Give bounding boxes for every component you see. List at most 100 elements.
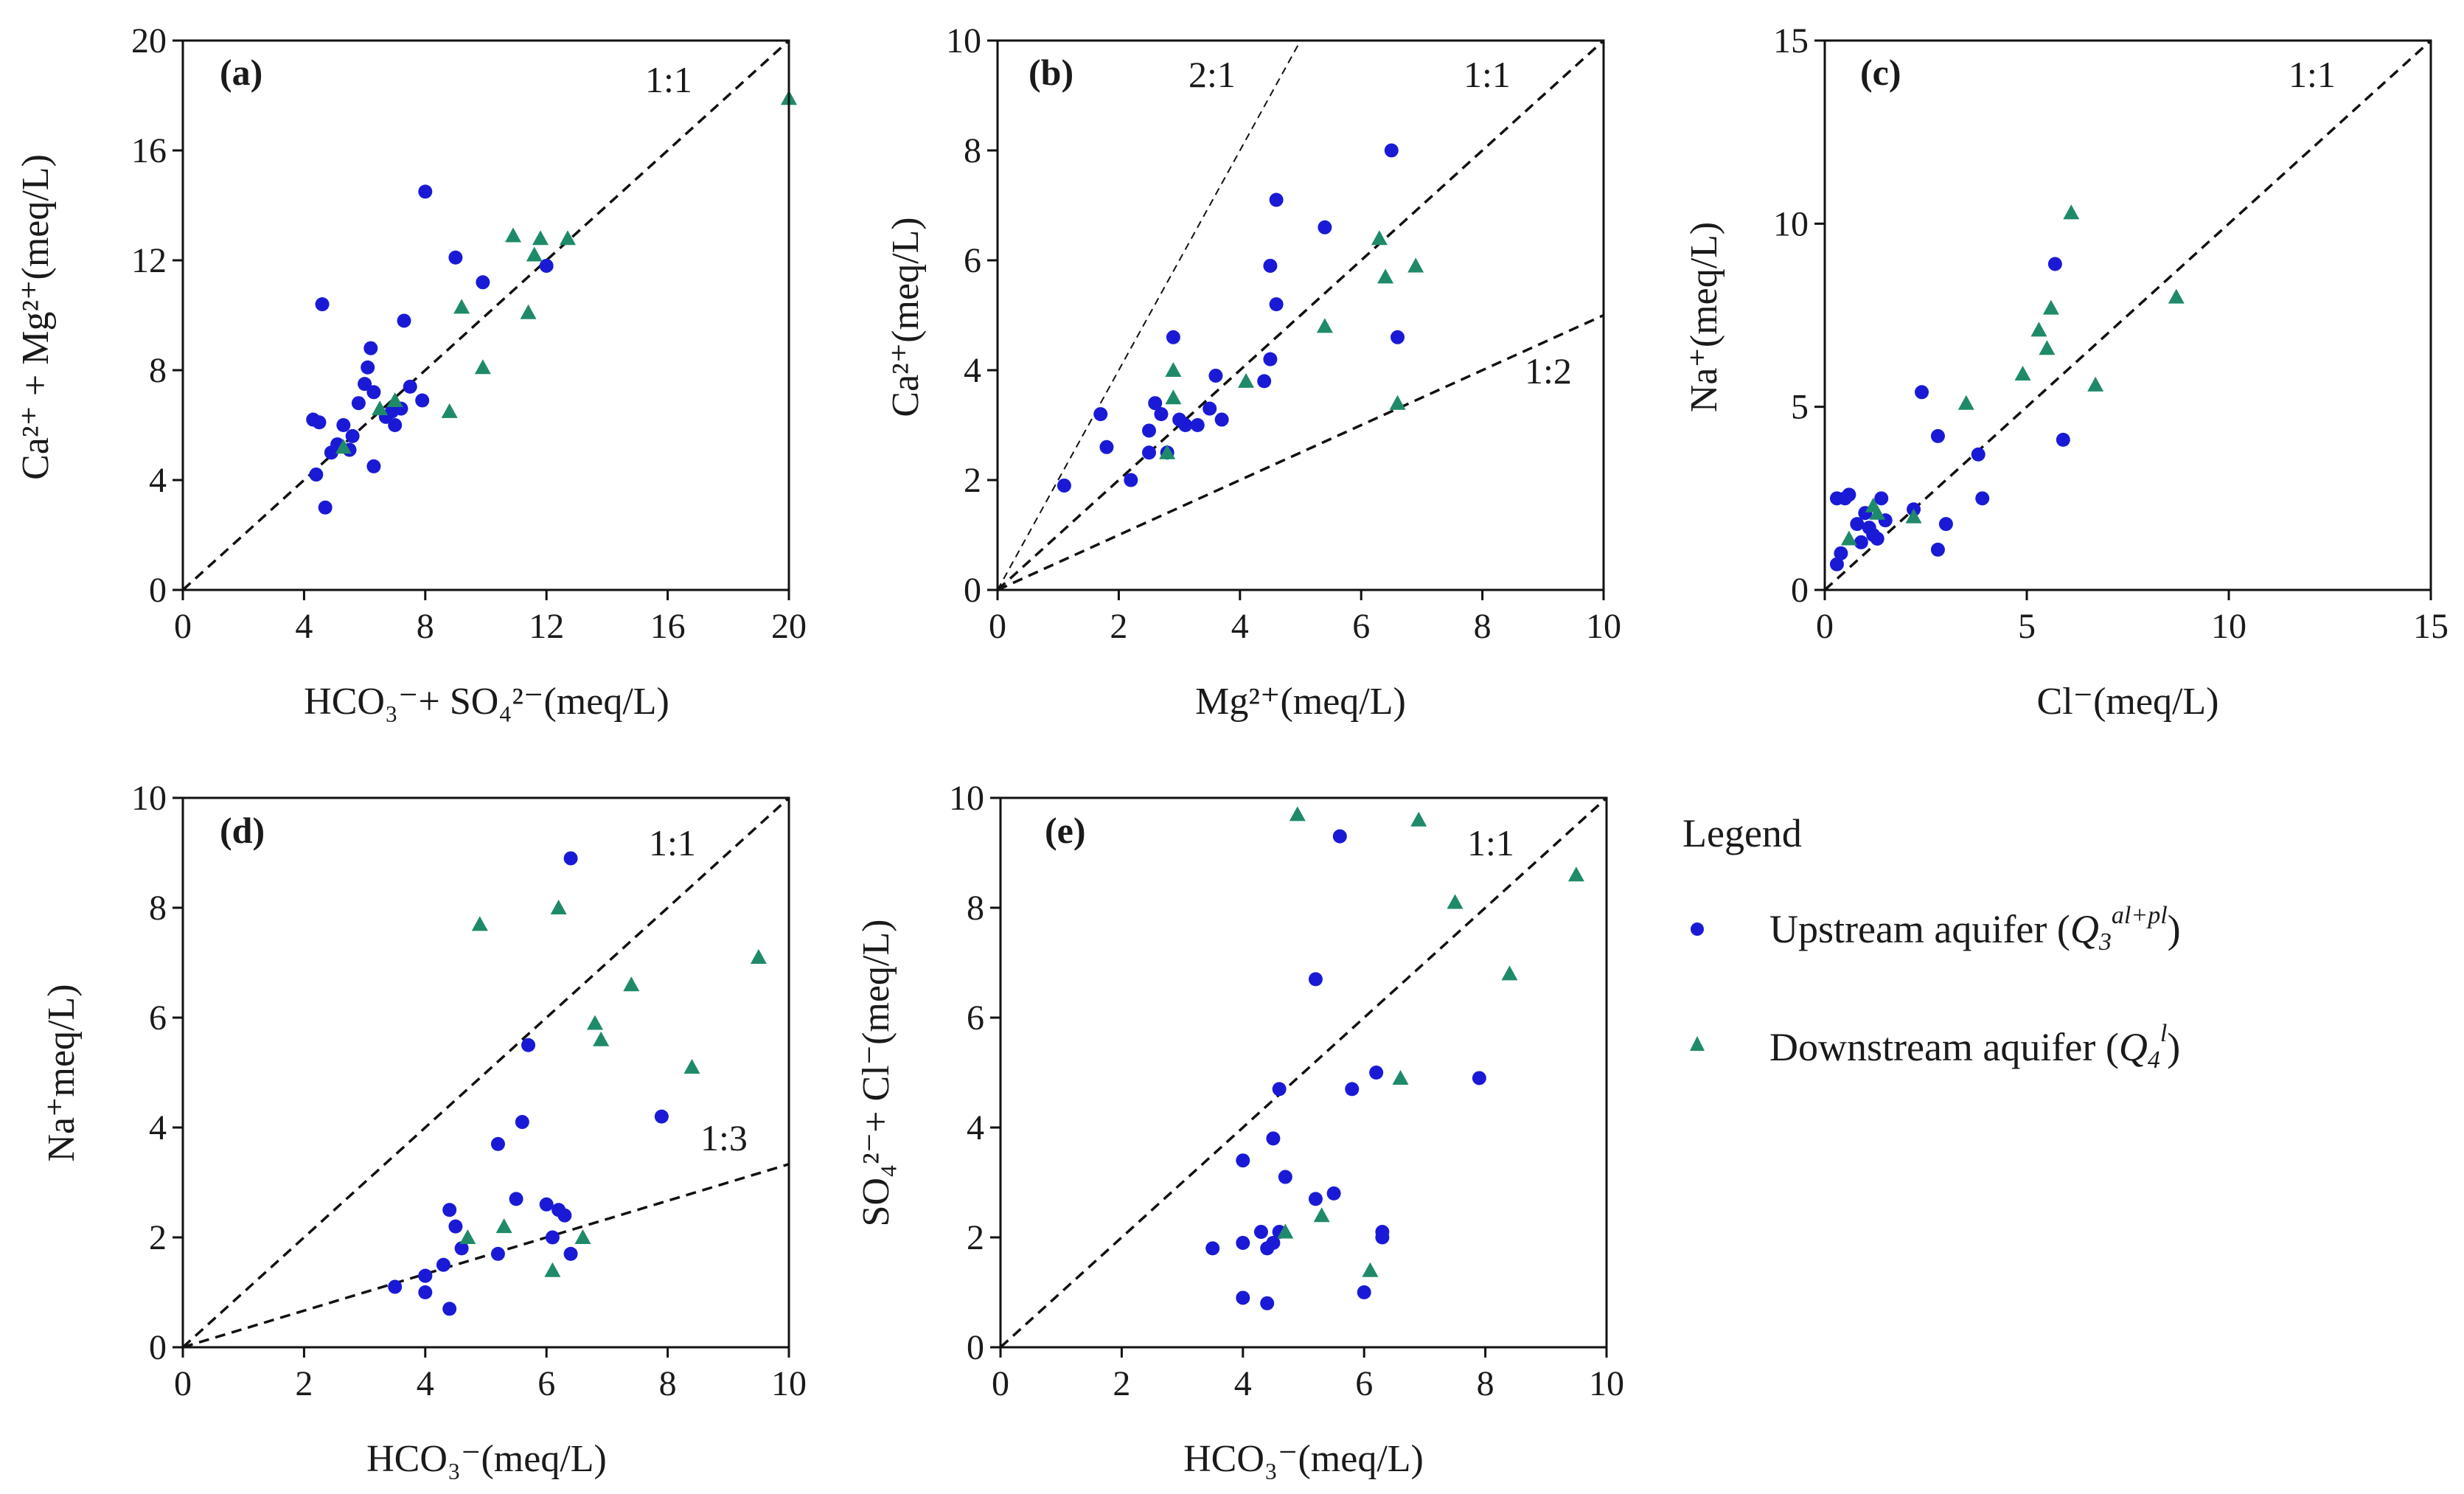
panel-e-point-up (1326, 1186, 1341, 1201)
panel-d-ref-label-2: 1:3 (700, 1117, 748, 1158)
panel-a-xlabel: HCO₃⁻+ SO₄²⁻(meq/L) (304, 681, 669, 723)
panel-c-point-up (1834, 546, 1848, 560)
panel-c-xtick-label: 10 (2211, 607, 2247, 646)
panel-c-point-up (1842, 487, 1856, 502)
panel-d-point-down (683, 1059, 700, 1074)
panel-d-point-up (563, 851, 578, 866)
panel-b-xtick-label: 6 (1352, 607, 1370, 646)
panel-a-point-up (397, 313, 411, 328)
panel-c-point-up (1850, 517, 1865, 532)
panel-e-point-up (1332, 829, 1347, 844)
panel-e-point-up (1308, 972, 1323, 987)
panel-b-frame (996, 39, 1605, 591)
panel-e-point-up (1236, 1153, 1250, 1168)
panel-d-ref-line-1-1 (183, 798, 789, 1347)
panel-b-point-up (1093, 407, 1108, 422)
panel-c-ylabel: Na⁺(meq/L) (1683, 222, 1725, 412)
panel-e-point-up (1308, 1192, 1323, 1206)
panel-a-point-down (386, 392, 403, 407)
panel-e-point-up (1266, 1235, 1281, 1250)
panel-e-xlabel: HCO₃⁻(meq/L) (1183, 1438, 1424, 1480)
panel-e-point-up (1345, 1082, 1360, 1097)
panel-c-ytick-label: 15 (1773, 21, 1809, 60)
panel-d-frame (181, 796, 790, 1349)
panel-e-point-up (1266, 1131, 1281, 1146)
panel-b-ref-line-1-2 (998, 313, 1604, 590)
panel-e-point-up (1236, 1235, 1250, 1250)
panel-d-point-up (515, 1115, 529, 1130)
panel-d-point-up (545, 1230, 560, 1245)
panel-d-point-down (593, 1031, 610, 1046)
panel-b-point-down (1371, 230, 1388, 246)
panel-c-point-up (1938, 517, 1953, 532)
panel-c-ref-line-1-1 (1825, 41, 2431, 590)
panel-d-ref-label-1: 1:1 (649, 822, 696, 864)
panel-c-ytick-label: 10 (1773, 204, 1809, 243)
panel-a-point-up (361, 360, 375, 375)
legend-label-upstream: Upstream aquifer (Q3al+pl) (1769, 902, 2181, 956)
panel-c-xtick-label: 15 (2413, 607, 2449, 646)
panel-b-point-down (1389, 395, 1406, 410)
panel-d-point-down (574, 1229, 591, 1244)
panel-b-xtick-label: 10 (1586, 607, 1621, 646)
panel-d-point-up (654, 1109, 669, 1124)
panel-c-ytick-label: 0 (1791, 571, 1809, 610)
panel-d-point-up (563, 1246, 578, 1261)
panel-d-point-down (459, 1229, 476, 1244)
panel-c-point-up (2047, 257, 2062, 271)
panel-a-point-up (388, 418, 403, 432)
panel-e-point-up (1253, 1225, 1268, 1240)
panel-c: 0 5 10 15 0 5 10 15 (c) Cl⁻(meq/L) Na⁺(meq/L) 1… (1683, 21, 2449, 723)
panel-a-point-down (441, 403, 458, 418)
panel-b-xtick-label: 4 (1231, 607, 1249, 646)
panel-b-point-up (1384, 143, 1399, 158)
panel-d-point-up (442, 1203, 457, 1217)
panel-a: 0 4 8 12 16 20 0 4 8 12 16 20 (a) HCO₃⁻+ SO₄²⁻(meq/… (15, 21, 807, 723)
panel-d-xlabel: HCO₃⁻(meq/L) (366, 1438, 607, 1480)
panel-b-point-up (1391, 330, 1405, 344)
panel-d-point-up (557, 1208, 572, 1223)
panel-d-ytick-label: 10 (131, 779, 167, 818)
panel-e-point-up (1369, 1066, 1384, 1080)
panel-d-point-up (442, 1302, 457, 1316)
panel-a-point-up (366, 459, 381, 473)
panel-b-point-down (1316, 318, 1333, 333)
legend: Legend Upstream aquifer (Q3al+pl) Downst… (1682, 811, 2181, 1074)
panel-d-point-down (586, 1015, 603, 1030)
panel-b-point-up (1214, 412, 1229, 427)
panel-a-point-up (363, 341, 378, 355)
panel-d-xtick-label: 0 (174, 1364, 192, 1403)
panel-b-point-down (1407, 257, 1424, 273)
panel-b-xtick-label: 8 (1474, 607, 1492, 646)
panel-e-point-down (1277, 1223, 1294, 1239)
panel-e-xtick-label: 2 (1113, 1364, 1130, 1403)
panel-d-point-up (490, 1136, 505, 1151)
panel-b-point-up (1178, 418, 1193, 432)
panel-a-point-up (336, 418, 351, 432)
panel-c-point-down (2030, 322, 2047, 337)
panel-e-point-up (1272, 1082, 1287, 1097)
legend-downstream-sub: 4 (2148, 1046, 2160, 1074)
panel-a-point-up (315, 297, 330, 312)
panel-d-point-up (509, 1192, 523, 1206)
panel-a-point-up (448, 250, 463, 265)
panel-a-point-up (345, 428, 360, 443)
panel-a-point-up (309, 468, 324, 482)
panel-c-ytick-label: 5 (1791, 388, 1809, 427)
panel-d-point-down (495, 1218, 512, 1234)
panel-a-point-up (318, 500, 333, 515)
legend-downstream-sup: l (2160, 1020, 2167, 1047)
panel-d-point-up (521, 1038, 536, 1052)
panel-c-point-up (1874, 491, 1889, 506)
panel-a-ref-label-1: 1:1 (645, 59, 692, 100)
panel-a-point-up (415, 393, 430, 408)
panel-d-xtick-label: 4 (417, 1364, 434, 1403)
panel-c-xlabel: Cl⁻(meq/L) (2037, 681, 2219, 723)
panel-b-point-up (1203, 401, 1217, 416)
panel-d-point-up (418, 1285, 433, 1299)
panel-a-xtick-label: 20 (771, 607, 807, 646)
panel-a-ytick-label: 8 (149, 351, 167, 390)
panel-d-point-down (623, 976, 640, 992)
panel-b-xtick-label: 0 (989, 607, 1006, 646)
